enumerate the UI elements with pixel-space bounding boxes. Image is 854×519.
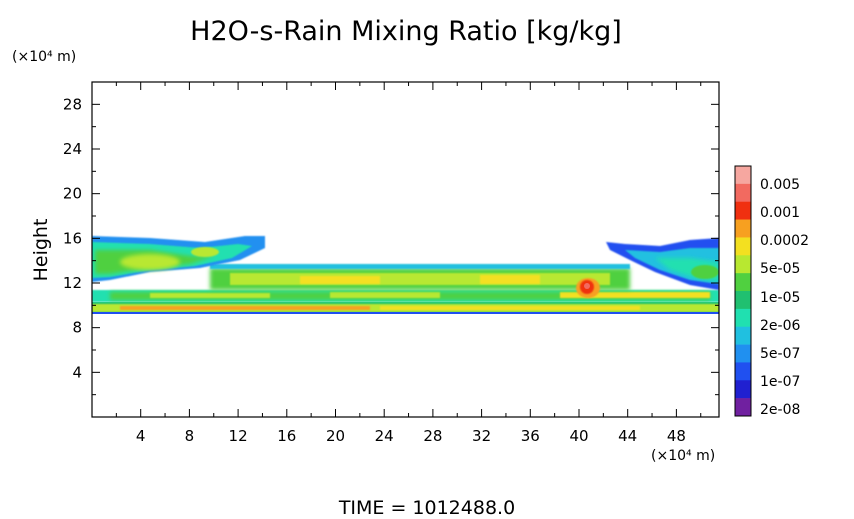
colorbar-label: 5e-07 [760, 346, 800, 362]
y-tick-label: 4 [72, 363, 82, 381]
local-maximum [576, 278, 600, 298]
x-tick-label: 44 [618, 427, 637, 445]
y-tick-label: 28 [63, 95, 82, 113]
y-tick-label: 8 [72, 319, 82, 337]
left-cloud-mass [92, 236, 265, 282]
y-tick-label: 12 [63, 274, 82, 292]
colorbar-label: 2e-06 [760, 318, 800, 334]
colorbar-label: 1e-07 [760, 374, 800, 390]
colorbar-swatch [735, 291, 751, 310]
colorbar-swatch [735, 219, 751, 238]
colorbar-swatch [735, 326, 751, 345]
colorbar-swatch [735, 166, 751, 185]
colorbar-label: 5e-05 [760, 261, 800, 277]
y-tick-label: 16 [63, 229, 82, 247]
colorbar-label: 0.005 [760, 177, 800, 193]
x-axis: 4 8 12 16 20 24 28 32 36 40 44 48 [115, 82, 702, 445]
colorbar-swatch [735, 380, 751, 399]
chart-title: H2O-s-Rain Mixing Ratio [kg/kg] [190, 16, 622, 47]
colorbar-label: 0.0002 [760, 233, 809, 249]
colorbar-swatch [735, 273, 751, 292]
colorbar-swatch [735, 255, 751, 274]
y-axis: 4 8 12 16 20 24 28 [63, 95, 719, 396]
x-tick-label: 36 [521, 427, 540, 445]
y-tick-label: 20 [63, 185, 82, 203]
time-label: TIME = 1012488.0 [338, 497, 515, 519]
colorbar-swatch [735, 183, 751, 203]
upper-cloud-band [210, 264, 630, 290]
colorbar-label: 0.001 [760, 205, 800, 221]
right-cloud-mass [606, 238, 719, 290]
x-tick-label: 32 [472, 427, 491, 445]
plot-frame [91, 81, 720, 418]
x-tick-label: 4 [136, 427, 146, 445]
y-unit-label: (×10⁴ m) [12, 49, 76, 65]
colorbar-swatch [735, 308, 751, 328]
mixing-ratio-field [92, 236, 719, 314]
x-tick-label: 40 [569, 427, 588, 445]
x-tick-label: 20 [326, 427, 345, 445]
y-tick-label: 24 [63, 140, 82, 158]
x-tick-label: 8 [185, 427, 195, 445]
x-tick-label: 12 [229, 427, 248, 445]
colorbar-label: 2e-08 [760, 402, 800, 418]
x-tick-label: 48 [667, 427, 686, 445]
colorbar-swatch [735, 237, 751, 256]
colorbar-swatch [735, 398, 751, 417]
colorbar-swatch [735, 201, 751, 220]
y-axis-label: Height [30, 219, 52, 282]
x-tick-label: 16 [277, 427, 296, 445]
colorbar-swatch [735, 344, 751, 363]
colorbar-swatch [735, 362, 751, 381]
x-tick-label: 24 [375, 427, 394, 445]
lower-cloud-layer [92, 302, 719, 314]
x-unit-label: (×10⁴ m) [651, 448, 715, 464]
middle-cloud-layer [92, 290, 719, 302]
colorbar: 0.005 0.001 0.0002 5e-05 1e-05 2e-06 5e-07 1e-0… [734, 165, 809, 418]
x-tick-label: 28 [423, 427, 442, 445]
colorbar-label: 1e-05 [760, 290, 800, 306]
colorbar-frame [734, 165, 752, 417]
